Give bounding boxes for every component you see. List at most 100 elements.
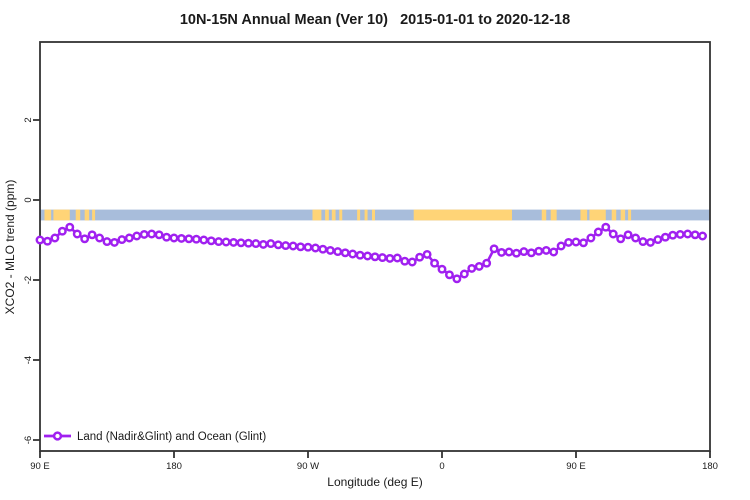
data-point-marker [206, 236, 216, 246]
land-band-segment [364, 209, 368, 221]
data-point-marker [333, 247, 343, 257]
data-point-marker [87, 230, 97, 240]
land-band-segment [325, 209, 329, 221]
y-tick-label: 2 [23, 117, 34, 122]
data-point-marker [497, 247, 507, 257]
data-point-marker [355, 250, 365, 260]
data-point-marker [243, 238, 253, 248]
data-point-marker [184, 234, 194, 244]
data-series-layer [35, 222, 708, 284]
y-tick-label: -2 [23, 276, 34, 284]
data-point-marker [258, 239, 268, 249]
data-point-marker [430, 258, 440, 268]
data-point-marker [162, 232, 172, 242]
data-point-marker [415, 252, 425, 262]
data-point-marker [251, 239, 261, 249]
data-point-marker [541, 245, 551, 255]
data-point-marker [221, 237, 231, 247]
data-point-marker [534, 246, 544, 256]
data-point-marker [407, 257, 417, 267]
land-band-segment [372, 209, 375, 221]
data-point-marker [102, 237, 112, 247]
y-tick-label: 0 [23, 197, 34, 202]
axis-layer: 90 E 180 90 W 0 90 E 180 2 0 -2 -4 -6 [23, 117, 718, 472]
data-point-marker [325, 245, 335, 255]
x-tick-label: 90 W [297, 461, 319, 472]
data-point-marker [437, 264, 447, 274]
data-point-marker [340, 248, 350, 258]
data-point-marker [147, 229, 157, 239]
data-point-marker [638, 237, 648, 247]
data-point-marker [65, 222, 75, 232]
data-point-marker [400, 256, 410, 266]
data-point-marker [363, 251, 373, 261]
land-band-segment [541, 209, 547, 221]
data-point-marker [690, 230, 700, 240]
data-point-marker [571, 237, 581, 247]
x-tick-label: 90 E [566, 461, 586, 472]
data-point-marker [229, 237, 239, 247]
data-point-marker [459, 269, 469, 279]
data-point-marker [422, 249, 432, 259]
land-band-segment [620, 209, 626, 221]
legend-label: Land (Nadir&Glint) and Ocean (Glint) [77, 431, 266, 443]
data-point-marker [95, 233, 105, 243]
data-point-marker [631, 233, 641, 243]
data-point-marker [668, 230, 678, 240]
land-band-segment [611, 209, 617, 221]
data-point-marker [526, 248, 536, 258]
data-point-marker [303, 242, 313, 252]
data-point-marker [504, 247, 514, 257]
data-point-marker [616, 234, 626, 244]
land-band-segment [589, 209, 606, 221]
data-point-marker [623, 230, 633, 240]
y-tick-label: -6 [23, 436, 34, 444]
data-point-marker [281, 241, 291, 251]
land-band-segment [312, 209, 322, 221]
data-point-marker [288, 241, 298, 251]
data-point-marker [578, 238, 588, 248]
data-point-marker [310, 243, 320, 253]
land-band-segment [580, 209, 588, 221]
land-band-segment [628, 209, 632, 221]
data-point-marker [370, 252, 380, 262]
data-point-marker [675, 229, 685, 239]
data-point-marker [519, 247, 529, 257]
data-point-marker [348, 249, 358, 259]
map-band-layer [40, 209, 710, 221]
data-point-marker [482, 258, 492, 268]
data-point-marker [139, 229, 149, 239]
data-point-marker [489, 244, 499, 254]
data-point-marker [467, 263, 477, 273]
land-band-segment [331, 209, 336, 221]
data-point-marker [214, 237, 224, 247]
data-point-marker [452, 274, 462, 284]
x-tick-label: 180 [166, 461, 182, 472]
chart-title: 10N-15N Annual Mean (Ver 10) 2015-01-01 … [180, 12, 570, 28]
data-point-marker [601, 222, 611, 232]
data-point-marker [132, 231, 142, 241]
land-band-segment [92, 209, 96, 221]
x-tick-label: 180 [702, 461, 718, 472]
data-point-marker [50, 233, 60, 243]
data-point-marker [586, 233, 596, 243]
x-tick-label: 0 [439, 461, 444, 472]
legend: Land (Nadir&Glint) and Ocean (Glint) [44, 431, 266, 443]
data-point-marker [117, 235, 127, 245]
data-point-marker [109, 237, 119, 247]
data-point-marker [236, 238, 246, 248]
data-point-marker [124, 233, 134, 243]
data-point-marker [653, 235, 663, 245]
data-point-marker [154, 230, 164, 240]
data-point-marker [474, 261, 484, 271]
data-point-marker [199, 235, 209, 245]
data-point-marker [511, 248, 521, 258]
data-point-marker [564, 237, 574, 247]
x-axis-label: Longitude (deg E) [327, 475, 422, 489]
data-point-marker [35, 235, 45, 245]
plot-border [39, 41, 711, 452]
land-band-segment [84, 209, 90, 221]
data-point-marker [42, 236, 52, 246]
data-point-marker [296, 242, 306, 252]
